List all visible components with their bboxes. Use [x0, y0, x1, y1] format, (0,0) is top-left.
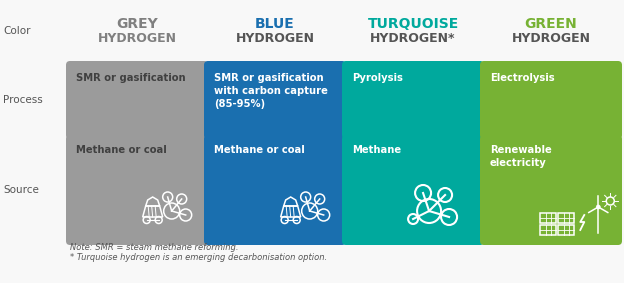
Text: Methane or coal: Methane or coal [76, 145, 167, 155]
Text: HYDROGEN: HYDROGEN [97, 32, 177, 45]
Text: HYDROGEN: HYDROGEN [235, 32, 314, 45]
Text: Source: Source [3, 185, 39, 195]
FancyBboxPatch shape [204, 135, 346, 245]
Text: Methane: Methane [352, 145, 401, 155]
Text: Renewable
electricity: Renewable electricity [490, 145, 552, 168]
Text: Electrolysis: Electrolysis [490, 73, 555, 83]
Text: HYDROGEN*: HYDROGEN* [370, 32, 456, 45]
Text: Pyrolysis: Pyrolysis [352, 73, 403, 83]
Text: SMR or gasification
with carbon capture
(85-95%): SMR or gasification with carbon capture … [214, 73, 328, 110]
FancyBboxPatch shape [66, 61, 208, 139]
FancyBboxPatch shape [204, 61, 346, 139]
FancyBboxPatch shape [342, 61, 484, 139]
Text: GREEN: GREEN [525, 16, 577, 31]
Text: Methane or coal: Methane or coal [214, 145, 305, 155]
FancyBboxPatch shape [480, 61, 622, 139]
FancyBboxPatch shape [480, 135, 622, 245]
FancyBboxPatch shape [342, 135, 484, 245]
Text: Note: SMR = steam methane reforming.: Note: SMR = steam methane reforming. [70, 243, 238, 252]
Text: TURQUOISE: TURQUOISE [368, 16, 459, 31]
Text: BLUE: BLUE [255, 16, 295, 31]
Circle shape [597, 205, 600, 209]
Text: HYDROGEN: HYDROGEN [512, 32, 590, 45]
Text: GREY: GREY [116, 16, 158, 31]
Text: Color: Color [3, 25, 31, 35]
Text: Process: Process [3, 95, 43, 105]
FancyBboxPatch shape [66, 135, 208, 245]
Text: SMR or gasification: SMR or gasification [76, 73, 185, 83]
Text: * Turquoise hydrogen is an emerging decarbonisation option.: * Turquoise hydrogen is an emerging deca… [70, 254, 327, 263]
